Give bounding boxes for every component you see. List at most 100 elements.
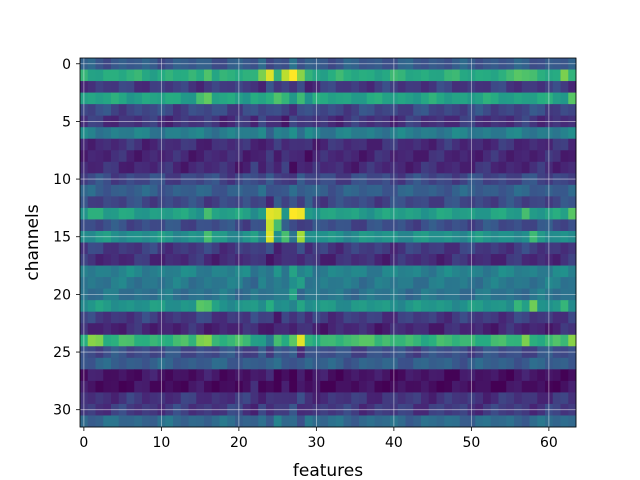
heatmap-cell: [103, 357, 112, 370]
heatmap-cell: [514, 392, 523, 405]
heatmap-cell: [498, 242, 507, 255]
heatmap-cell: [258, 380, 267, 393]
heatmap-cell: [335, 138, 344, 151]
heatmap-cell: [568, 311, 577, 324]
heatmap-cell: [118, 161, 127, 174]
heatmap-cell: [173, 334, 182, 347]
heatmap-cell: [258, 92, 267, 105]
heatmap-cell: [397, 104, 406, 117]
heatmap-cell: [95, 369, 104, 382]
heatmap-cell: [560, 265, 569, 278]
heatmap-cell: [343, 161, 352, 174]
heatmap-cell: [405, 207, 414, 220]
heatmap-cell: [382, 104, 391, 117]
heatmap-cell: [552, 415, 561, 428]
heatmap-cell: [126, 242, 135, 255]
heatmap-cell: [351, 369, 360, 382]
heatmap-cell: [103, 334, 112, 347]
heatmap-cell: [204, 242, 213, 255]
heatmap-cell: [266, 334, 275, 347]
heatmap-cell: [413, 161, 422, 174]
heatmap-cell: [436, 277, 445, 290]
heatmap-cell: [452, 196, 461, 209]
heatmap-cell: [95, 277, 104, 290]
heatmap-cell: [521, 69, 530, 82]
heatmap-cell: [506, 277, 515, 290]
heatmap-cell: [560, 300, 569, 313]
heatmap-cell: [118, 380, 127, 393]
heatmap-cell: [227, 323, 236, 336]
heatmap-cell: [366, 104, 375, 117]
heatmap-cell: [498, 69, 507, 82]
heatmap-cell: [537, 265, 546, 278]
heatmap-cell: [552, 207, 561, 220]
heatmap-cell: [421, 242, 430, 255]
heatmap-cell: [111, 277, 120, 290]
heatmap-cell: [180, 300, 189, 313]
heatmap-cell: [343, 369, 352, 382]
heatmap-cell: [250, 265, 259, 278]
heatmap-cell: [289, 104, 298, 117]
heatmap-cell: [258, 150, 267, 163]
heatmap-cell: [320, 380, 329, 393]
heatmap-cell: [227, 92, 236, 105]
heatmap-cell: [250, 311, 259, 324]
heatmap-cell: [180, 127, 189, 140]
heatmap-cell: [490, 311, 499, 324]
heatmap-cell: [95, 300, 104, 313]
heatmap-cell: [227, 81, 236, 93]
heatmap-cell: [173, 127, 182, 140]
heatmap-cell: [343, 127, 352, 140]
heatmap-cell: [498, 196, 507, 209]
heatmap-cell: [444, 242, 453, 255]
heatmap-cell: [126, 69, 135, 82]
heatmap-cell: [335, 300, 344, 313]
heatmap-cell: [289, 242, 298, 255]
heatmap-cell: [568, 127, 577, 140]
heatmap-cell: [134, 92, 143, 105]
heatmap-cell: [196, 323, 205, 336]
heatmap-cell: [149, 380, 158, 393]
heatmap-cell: [514, 334, 523, 347]
heatmap-cell: [351, 207, 360, 220]
heatmap-cell: [118, 254, 127, 266]
heatmap-cell: [552, 265, 561, 278]
heatmap-cell: [436, 380, 445, 393]
heatmap-cell: [149, 311, 158, 324]
heatmap-cell: [118, 92, 127, 105]
heatmap-cell: [537, 254, 546, 266]
heatmap-cell: [289, 150, 298, 163]
heatmap-cell: [366, 277, 375, 290]
heatmap-cell: [343, 415, 352, 428]
plot-frame: [79, 57, 577, 428]
heatmap-cell: [452, 127, 461, 140]
heatmap-cell: [529, 357, 538, 370]
heatmap-cell: [227, 265, 236, 278]
heatmap-cell: [483, 69, 492, 82]
heatmap-cell: [142, 369, 151, 382]
heatmap-cell: [436, 69, 445, 82]
heatmap-cell: [328, 242, 337, 255]
heatmap-cell: [359, 161, 368, 174]
heatmap-cell: [250, 81, 259, 93]
heatmap-cell: [304, 219, 313, 232]
heatmap-cell: [227, 150, 236, 163]
heatmap-cell: [366, 207, 375, 220]
heatmap-cell: [165, 334, 174, 347]
heatmap-cell: [289, 369, 298, 382]
heatmap-cell: [351, 196, 360, 209]
heatmap-cell: [297, 184, 306, 197]
heatmap-cell: [103, 323, 112, 336]
heatmap-cell: [568, 323, 577, 336]
heatmap-cell: [281, 311, 290, 324]
heatmap-cell: [111, 300, 120, 313]
heatmap-cell: [111, 357, 120, 370]
heatmap-cell: [459, 334, 468, 347]
heatmap-cell: [289, 219, 298, 232]
heatmap-cell: [521, 242, 530, 255]
heatmap-cell: [87, 265, 96, 278]
heatmap-cell: [490, 69, 499, 82]
heatmap-cell: [227, 369, 236, 382]
heatmap-cell: [149, 207, 158, 220]
heatmap-cell: [180, 357, 189, 370]
